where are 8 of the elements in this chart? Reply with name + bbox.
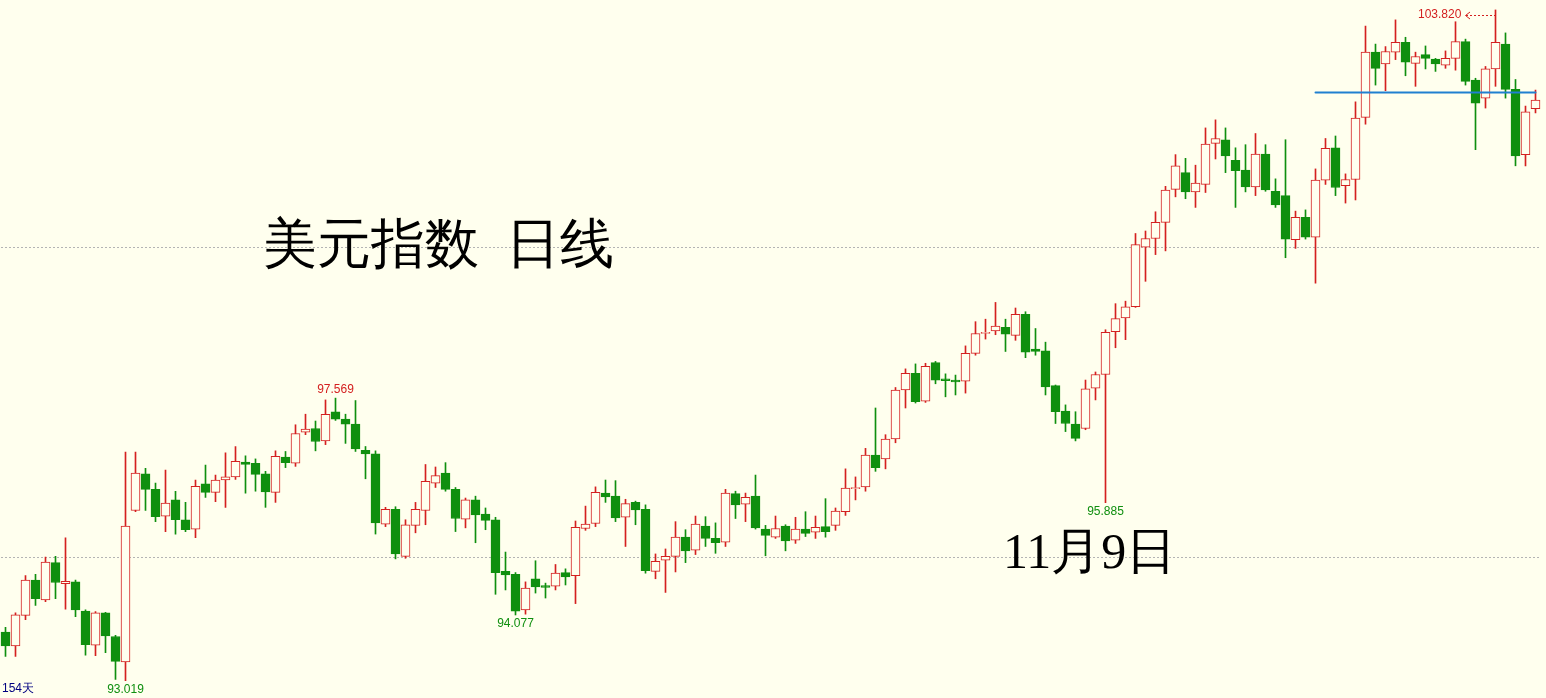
annotation: 103.820 xyxy=(1418,7,1462,22)
annotation: 97.569 xyxy=(317,382,355,397)
annotation: 93.019 xyxy=(107,681,145,696)
text: 美元指数 日线 xyxy=(263,213,614,276)
annotation: 11月9日 xyxy=(1003,523,1177,579)
annotation: 154天 xyxy=(2,681,35,696)
annotation: 95.885 xyxy=(1087,504,1125,519)
annotation: 94.077 xyxy=(497,616,535,631)
